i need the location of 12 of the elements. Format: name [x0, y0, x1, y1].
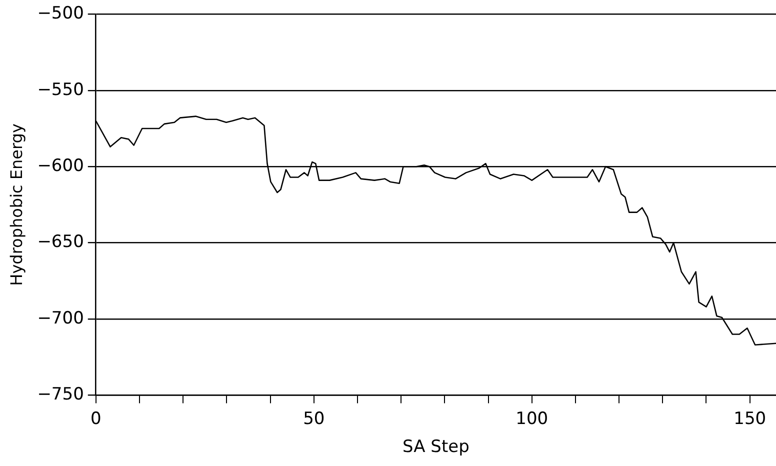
- x-tick-label: 0: [90, 408, 102, 429]
- y-tick-label: −500: [37, 4, 84, 24]
- y-axis-title: Hydrophobic Energy: [6, 124, 26, 286]
- y-tick-label: −600: [37, 156, 84, 176]
- x-axis-title: SA Step: [402, 437, 470, 458]
- x-tick-label: 150: [734, 408, 766, 429]
- x-tick-label: 50: [303, 408, 325, 429]
- y-tick-label: −700: [37, 308, 84, 328]
- x-tick-label: 100: [516, 408, 548, 429]
- y-tick-label: −650: [37, 232, 84, 252]
- y-tick-label: −550: [37, 80, 84, 100]
- y-tick-label: −750: [37, 384, 84, 405]
